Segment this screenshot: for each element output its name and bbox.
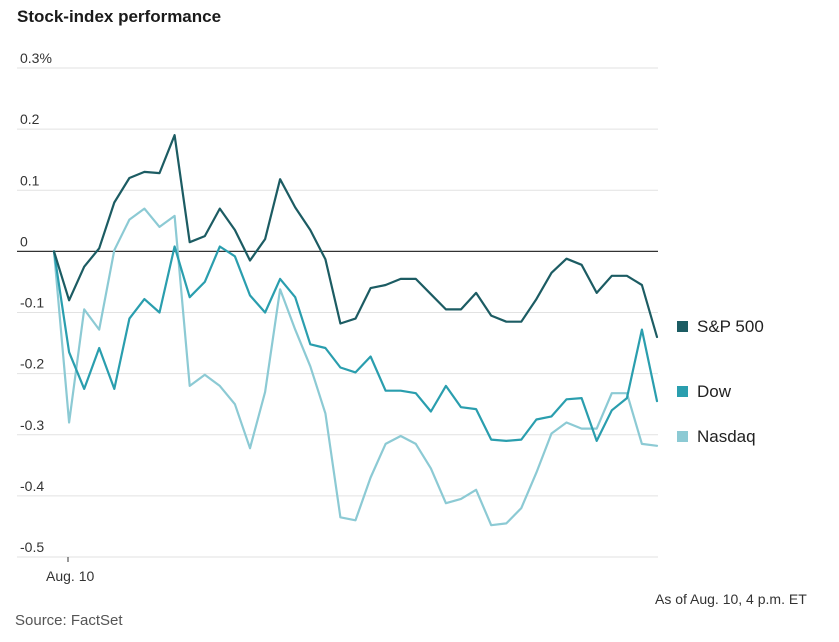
x-axis: Aug. 10 xyxy=(46,557,94,584)
legend-label-nasdaq: Nasdaq xyxy=(697,427,756,446)
legend-label-s-p-500: S&P 500 xyxy=(697,317,764,336)
series-line-nasdaq xyxy=(52,207,659,527)
y-tick-label: -0.4 xyxy=(20,478,44,494)
legend-swatch-s-p-500 xyxy=(677,321,688,332)
legend: S&P 500 Dow Nasdaq xyxy=(677,317,764,446)
chart-title: Stock-index performance xyxy=(17,7,222,26)
source-note: Source: FactSet xyxy=(15,612,123,629)
y-tick-label: -0.2 xyxy=(20,356,44,372)
legend-swatch-nasdaq xyxy=(677,431,688,442)
as-of-note: As of Aug. 10, 4 p.m. ET xyxy=(655,591,807,607)
legend-swatch-dow xyxy=(677,386,688,397)
y-tick-label: -0.3 xyxy=(20,417,44,433)
y-tick-label: 0 xyxy=(20,233,28,249)
y-tick-label: -0.5 xyxy=(20,539,44,555)
y-tick-label: 0.1 xyxy=(20,172,40,188)
y-axis-tick-labels: 0.3% 0.2 0.1 0 -0.1 -0.2 -0.3 -0.4 -0.5 xyxy=(20,50,52,555)
y-tick-label: 0.3% xyxy=(20,50,52,66)
y-tick-label: -0.1 xyxy=(20,295,44,311)
data-series xyxy=(52,134,659,527)
series-line-dow xyxy=(52,245,659,442)
x-tick-label: Aug. 10 xyxy=(46,568,94,584)
y-tick-label: 0.2 xyxy=(20,111,40,127)
legend-label-dow: Dow xyxy=(697,382,732,401)
series-line-s-p-500 xyxy=(52,134,659,339)
